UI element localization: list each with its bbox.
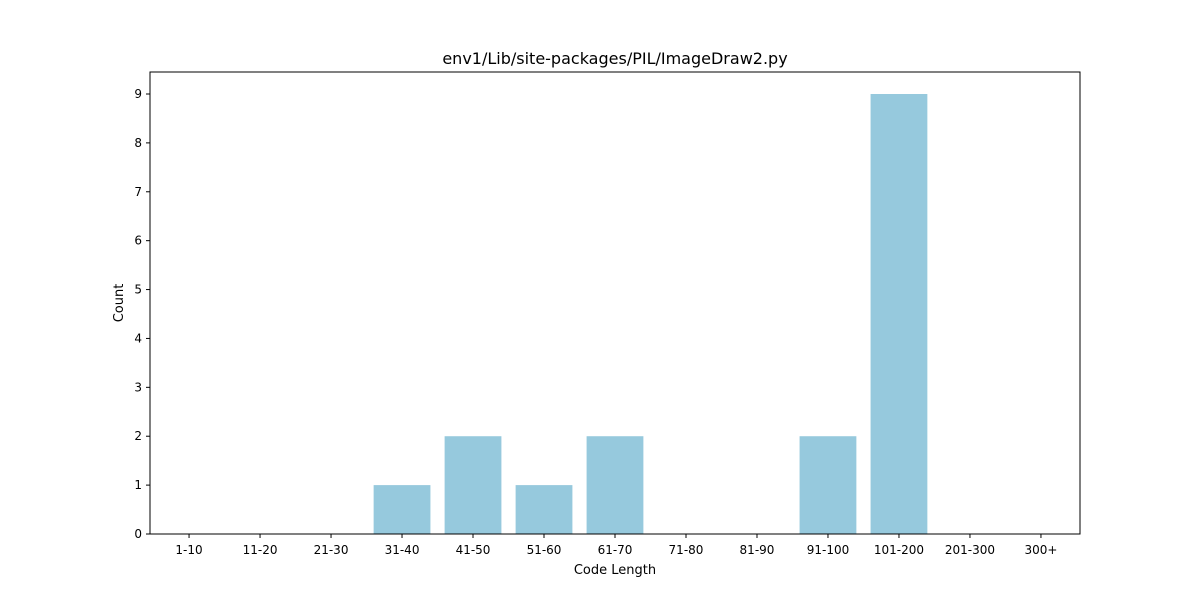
- y-tick-label-3: 3: [134, 380, 142, 394]
- bar-31-40: [373, 485, 431, 534]
- bar-91-100: [799, 436, 857, 534]
- y-tick-label-6: 6: [134, 234, 142, 248]
- x-tick-label-201-300: 201-300: [945, 543, 995, 557]
- chart-title: env1/Lib/site-packages/PIL/ImageDraw2.py: [442, 49, 787, 68]
- y-axis-label: Count: [112, 284, 127, 323]
- x-tick-label-101-200: 101-200: [874, 543, 924, 557]
- bar-51-60: [515, 485, 573, 534]
- x-tick-label-1-10: 1-10: [175, 543, 202, 557]
- x-tick-label-51-60: 51-60: [527, 543, 562, 557]
- bars-layer: [373, 94, 928, 534]
- x-tick-label-300+: 300+: [1024, 543, 1057, 557]
- x-tick-label-81-90: 81-90: [740, 543, 775, 557]
- bar-101-200: [870, 94, 928, 534]
- y-tick-label-0: 0: [134, 527, 142, 541]
- y-tick-label-4: 4: [134, 331, 142, 345]
- y-tick-label-2: 2: [134, 429, 142, 443]
- x-tick-label-71-80: 71-80: [669, 543, 704, 557]
- y-tick-labels: 0 1 2 3 4 5 6 7 8 9: [134, 87, 150, 541]
- x-tick-label-41-50: 41-50: [456, 543, 491, 557]
- bar-61-70: [586, 436, 644, 534]
- x-axis-label: Code Length: [574, 563, 656, 578]
- x-tick-label-31-40: 31-40: [385, 543, 420, 557]
- bar-41-50: [444, 436, 502, 534]
- y-tick-label-7: 7: [134, 185, 142, 199]
- y-tick-label-8: 8: [134, 136, 142, 150]
- y-tick-label-5: 5: [134, 283, 142, 297]
- x-tick-labels: 1-10 11-20 21-30 31-40 41-50 51-60 61-70 71-80 8…: [175, 534, 1057, 557]
- x-tick-label-11-20: 11-20: [243, 543, 278, 557]
- x-tick-label-61-70: 61-70: [598, 543, 633, 557]
- x-tick-label-21-30: 21-30: [314, 543, 349, 557]
- y-tick-label-9: 9: [134, 87, 142, 101]
- x-tick-label-91-100: 91-100: [807, 543, 850, 557]
- y-tick-label-1: 1: [134, 478, 142, 492]
